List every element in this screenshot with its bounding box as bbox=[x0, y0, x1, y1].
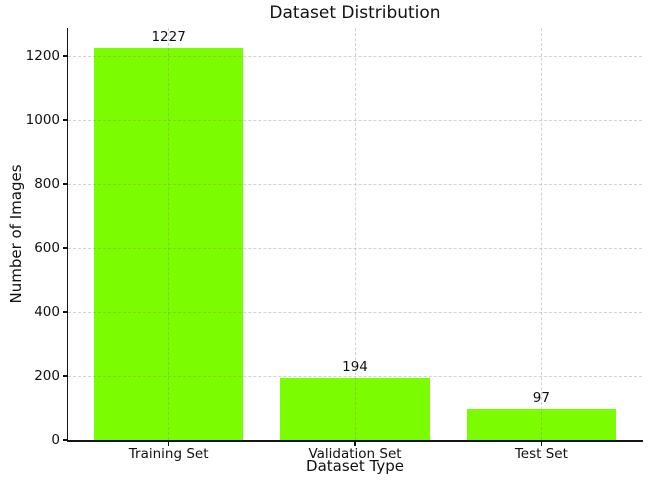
x-axis-spine bbox=[66, 440, 643, 442]
gridline-horizontal bbox=[68, 375, 642, 377]
gridline-vertical bbox=[168, 28, 170, 440]
y-tick-mark bbox=[62, 55, 67, 57]
gridline-horizontal bbox=[68, 311, 642, 313]
y-tick-mark bbox=[62, 439, 67, 441]
gridline-horizontal bbox=[68, 119, 642, 121]
y-tick-label: 200 bbox=[34, 368, 60, 385]
bar-test-set bbox=[466, 408, 616, 440]
y-tick-mark bbox=[62, 119, 67, 121]
x-tick-label-validation-set: Validation Set bbox=[308, 446, 402, 462]
bar-value-label: 194 bbox=[342, 358, 368, 375]
gridline-horizontal bbox=[68, 247, 642, 249]
gridline-vertical bbox=[354, 28, 356, 440]
y-tick-mark bbox=[62, 183, 67, 185]
gridline-horizontal bbox=[68, 183, 642, 185]
y-axis-label: Number of Images bbox=[7, 164, 25, 304]
x-tick-label-training-set: Training Set bbox=[128, 446, 209, 462]
y-tick-mark bbox=[62, 311, 67, 313]
y-tick-label: 800 bbox=[34, 176, 60, 193]
bar-value-label: 97 bbox=[532, 389, 550, 406]
plot-area: 0 200 400 600 800 1000 1200 Training Set 1227 Val… bbox=[26, 28, 643, 462]
bar-training-set bbox=[94, 47, 244, 440]
x-tick-mark bbox=[540, 441, 543, 446]
bar-value-label: 1227 bbox=[151, 28, 186, 45]
bar-validation-set bbox=[280, 377, 430, 440]
y-tick-label: 1000 bbox=[25, 112, 60, 129]
x-tick-label-test-set: Test Set bbox=[514, 446, 568, 462]
y-tick-mark bbox=[62, 375, 67, 377]
x-axis-label: Dataset Type bbox=[306, 457, 404, 475]
x-tick-mark bbox=[167, 441, 170, 446]
gridline-vertical bbox=[540, 28, 542, 440]
x-tick-mark bbox=[354, 441, 356, 446]
y-tick-label: 600 bbox=[34, 240, 60, 257]
y-tick-mark bbox=[62, 247, 67, 249]
chart-title: Dataset Distribution bbox=[269, 3, 441, 23]
y-tick-label: 400 bbox=[34, 304, 60, 321]
y-tick-label: 1200 bbox=[25, 48, 60, 65]
y-axis-spine bbox=[66, 28, 68, 442]
gridline-horizontal bbox=[68, 55, 642, 57]
y-tick-label: 0 bbox=[51, 432, 60, 448]
